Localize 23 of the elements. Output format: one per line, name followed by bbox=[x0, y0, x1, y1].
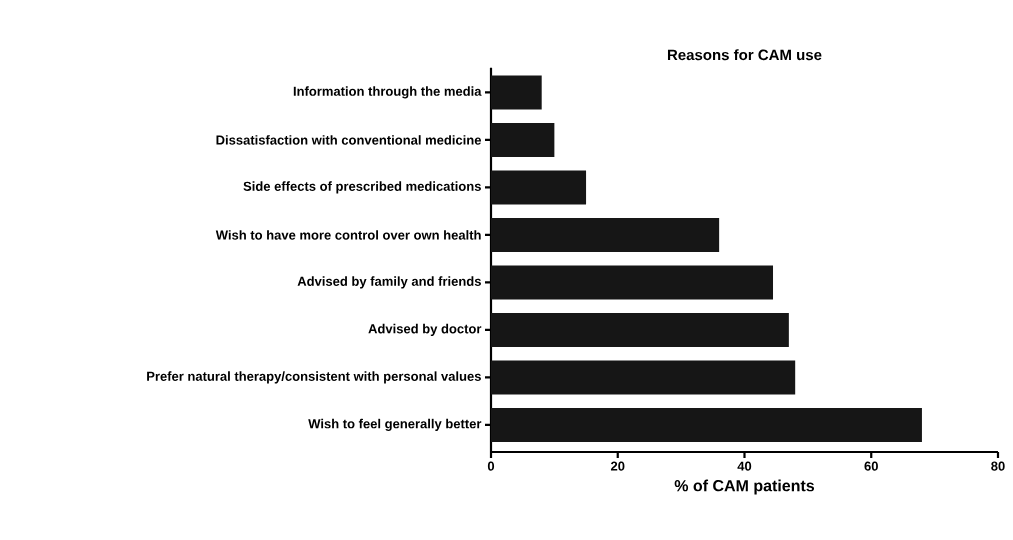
y-tick-label: Advised by family and friends bbox=[297, 276, 481, 289]
y-tick-label: Side effects of prescribed medications bbox=[243, 181, 481, 194]
bar bbox=[491, 360, 796, 395]
bar bbox=[491, 217, 720, 252]
bar bbox=[491, 170, 587, 205]
x-tick-label: 0 bbox=[487, 461, 495, 471]
x-tick-label: 20 bbox=[610, 461, 625, 471]
bar bbox=[491, 312, 789, 347]
bar bbox=[491, 407, 922, 442]
x-tick-label: 60 bbox=[864, 461, 878, 471]
y-tick-label: Dissatisfaction with conventional medicine bbox=[216, 135, 482, 145]
y-tick-label: Information through the media bbox=[293, 86, 482, 99]
y-tick-label: Advised by doctor bbox=[368, 323, 482, 336]
chart-title: Reasons for CAM use bbox=[667, 49, 822, 61]
bar bbox=[491, 265, 774, 300]
y-tick-label: Prefer natural therapy/consistent with personal values bbox=[147, 371, 481, 384]
y-tick-label: Wish to have more control over own health bbox=[215, 230, 481, 240]
x-tick-label: 80 bbox=[991, 461, 1005, 471]
bar bbox=[491, 75, 542, 110]
bar bbox=[491, 122, 555, 157]
x-tick-label: 40 bbox=[737, 461, 752, 471]
x-axis-title: % of CAM patients bbox=[674, 479, 815, 495]
y-tick-label: Wish to feel generally better bbox=[308, 418, 482, 431]
